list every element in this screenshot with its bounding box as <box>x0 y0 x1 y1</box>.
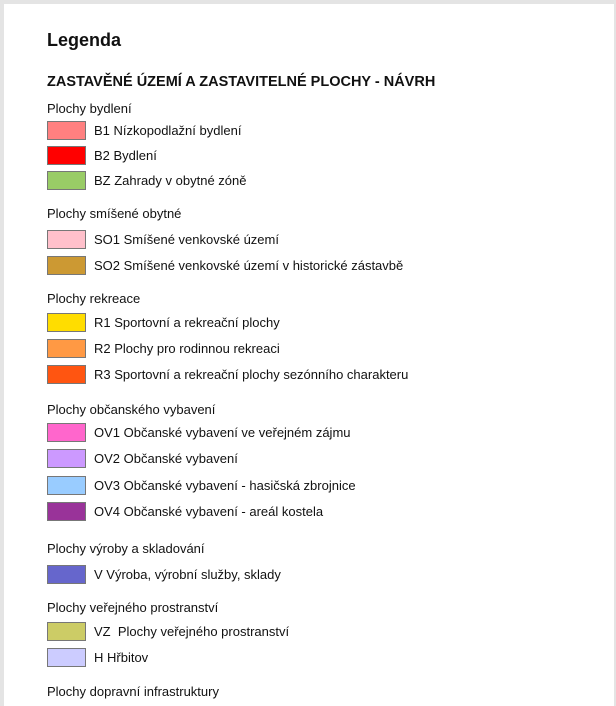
legend-item-label: R1 Sportovní a rekreační plochy <box>94 315 280 330</box>
legend-item-label: R2 Plochy pro rodinnou rekreaci <box>94 341 280 356</box>
group-heading: Plochy smíšené obytné <box>47 206 182 221</box>
legend-swatch <box>47 313 86 332</box>
legend-swatch <box>47 230 86 249</box>
legend-swatch <box>47 502 86 521</box>
legend-item-label: SO1 Smíšené venkovské území <box>94 232 279 247</box>
legend-swatch <box>47 648 86 667</box>
group-heading: Plochy veřejného prostranství <box>47 600 219 615</box>
group-heading: Plochy rekreace <box>47 291 141 306</box>
legend-item-label: B1 Nízkopodlažní bydlení <box>94 123 242 138</box>
legend-swatch <box>47 622 86 641</box>
legend-swatch <box>47 146 86 165</box>
legend-item-label: B2 Bydlení <box>94 148 157 163</box>
legend-swatch <box>47 423 86 442</box>
legend-item-label: V Výroba, výrobní služby, sklady <box>94 567 281 582</box>
legend-item-label: VZ Plochy veřejného prostranství <box>94 624 290 639</box>
legend-item-label: H Hřbitov <box>94 650 149 665</box>
legend-item-label: OV4 Občanské vybavení - areál kostela <box>94 504 324 519</box>
legend-swatch <box>47 171 86 190</box>
legend-swatch <box>47 565 86 584</box>
legend-item-label: OV2 Občanské vybavení <box>94 451 238 466</box>
legend-page: Legenda ZASTAVĚNÉ ÚZEMÍ A ZASTAVITELNÉ P… <box>4 4 614 706</box>
legend-swatch <box>47 365 86 384</box>
legend-item-label: BZ Zahrady v obytné zóně <box>94 173 247 188</box>
section-heading: ZASTAVĚNÉ ÚZEMÍ A ZASTAVITELNÉ PLOCHY - … <box>47 74 436 90</box>
group-heading: Plochy bydlení <box>47 101 132 116</box>
legend-swatch <box>47 449 86 468</box>
legend-swatch <box>47 476 86 495</box>
group-heading: Plochy výroby a skladování <box>47 541 205 556</box>
legend-swatch <box>47 256 86 275</box>
legend-swatch <box>47 339 86 358</box>
legend-swatch <box>47 121 86 140</box>
legend-item-label: R3 Sportovní a rekreační plochy sezónníh… <box>94 367 409 382</box>
group-heading: Plochy občanského vybavení <box>47 402 216 417</box>
legend-title: Legenda <box>47 30 122 50</box>
legend-item-label: SO2 Smíšené venkovské území v historické… <box>94 258 404 273</box>
group-heading: Plochy dopravní infrastruktury <box>47 684 219 699</box>
legend-item-label: OV3 Občanské vybavení - hasičská zbrojni… <box>94 478 356 493</box>
legend-item-label: OV1 Občanské vybavení ve veřejném zájmu <box>94 425 351 440</box>
